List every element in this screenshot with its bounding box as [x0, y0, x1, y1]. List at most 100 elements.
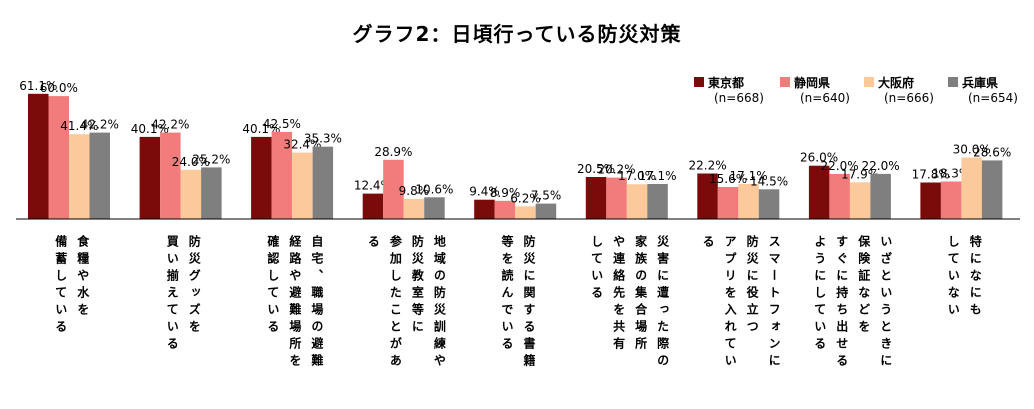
data-label: 17.9%	[841, 167, 879, 181]
bar	[849, 182, 871, 219]
bar	[139, 136, 161, 219]
data-label: 28.9%	[374, 145, 412, 159]
legend-item: 兵庫県 (n=654)	[948, 74, 1034, 108]
category-label: いざというときに 保険証などを すぐに持ち出せる ようにしている	[812, 235, 893, 371]
legend-item: 東京都 (n=668)	[694, 74, 784, 108]
category-label: スマートフォンに 防災に役立つ アプリを入れてい る	[701, 235, 782, 371]
bar	[758, 189, 780, 219]
data-label: 35.3%	[304, 132, 342, 146]
bar	[829, 173, 850, 219]
bar	[383, 159, 404, 219]
bar	[920, 182, 941, 219]
data-label: 7.5%	[531, 189, 562, 203]
bar	[626, 184, 648, 219]
legend-swatch	[948, 77, 958, 87]
data-label: 42.2%	[81, 118, 119, 132]
bar	[647, 184, 668, 219]
legend-sample-size: (n=654)	[968, 91, 1018, 105]
legend-sample-size: (n=666)	[884, 91, 934, 105]
data-label: 18.3%	[932, 167, 970, 181]
legend-item: 大阪府 (n=666)	[864, 74, 954, 108]
data-label: 9.8%	[399, 184, 430, 198]
legend-sample-size: (n=640)	[800, 91, 850, 105]
category-label: 食糧や水を 備蓄している	[53, 235, 90, 337]
chart-title: グラフ2：日頃行っている防災対策	[352, 22, 682, 46]
bar	[180, 169, 202, 219]
category-label: 自宅、職場の避難 経路や避難場所を 確認している	[265, 235, 324, 371]
category-label: 災害に遭った際の 家族の集合場所 や連絡先を共有 している	[589, 235, 670, 371]
bar	[535, 203, 557, 219]
data-label: 20.5%	[577, 162, 615, 176]
bar	[494, 200, 516, 219]
bar	[424, 197, 445, 219]
data-label: 14.5%	[750, 174, 788, 188]
bar	[940, 181, 962, 219]
data-label: 30.0%	[953, 143, 991, 157]
bar	[292, 152, 313, 219]
data-label: 22.0%	[821, 159, 859, 173]
data-label: 10.6%	[415, 182, 453, 196]
data-label: 8.9%	[490, 186, 521, 200]
data-label: 60.0%	[40, 81, 78, 95]
legend-swatch	[780, 77, 790, 87]
bar	[697, 173, 718, 219]
data-label: 17.8%	[912, 168, 950, 182]
bar	[870, 173, 891, 219]
legend: 東京都 (n=668) 静岡県 (n=640) 大阪府 (n=666) 兵庫県 (n=654)	[694, 74, 1024, 108]
data-label: 26.0%	[800, 151, 838, 165]
legend-label: 大阪府	[878, 76, 915, 90]
bar	[251, 136, 272, 219]
data-label: 17.1%	[730, 169, 768, 183]
legend-swatch	[694, 77, 704, 87]
data-label: 12.4%	[354, 179, 392, 193]
data-label: 32.4%	[283, 138, 321, 152]
data-label: 42.5%	[263, 117, 301, 131]
bar	[201, 167, 222, 219]
bar	[981, 160, 1003, 219]
legend-label: 兵庫県	[962, 76, 999, 90]
data-label: 9.4%	[469, 185, 500, 199]
category-label: 防災グッズを 買い揃えている	[165, 235, 202, 354]
bar	[738, 184, 759, 219]
data-label: 28.6%	[973, 145, 1011, 159]
data-label: 6.2%	[510, 191, 541, 205]
category-label: 地域の防災訓練や 防災教室等に 参加したことがあ る	[366, 235, 447, 371]
bar	[271, 131, 293, 219]
data-label: 61.1%	[19, 79, 57, 93]
bar	[403, 198, 425, 219]
data-label: 17.0%	[618, 169, 656, 183]
bar	[69, 134, 90, 219]
data-label: 41.4%	[60, 119, 98, 133]
legend-item: 静岡県 (n=640)	[780, 74, 870, 108]
legend-label: 東京都	[708, 76, 745, 90]
data-label: 40.1%	[131, 122, 169, 136]
bar	[362, 193, 384, 219]
legend-sample-size: (n=668)	[714, 91, 764, 105]
category-label: 防災に関する書籍 等を読んでいる	[500, 235, 536, 371]
bar	[515, 206, 536, 219]
bar	[961, 157, 982, 219]
data-label: 17.1%	[638, 169, 676, 183]
bar	[160, 132, 181, 219]
legend-label: 静岡県	[794, 76, 831, 90]
bar	[89, 132, 110, 219]
legend-swatch	[864, 77, 874, 87]
data-label: 40.1%	[242, 122, 280, 136]
data-label: 15.6%	[709, 172, 747, 186]
data-label: 22.2%	[689, 159, 727, 173]
bar	[808, 165, 830, 219]
bar	[585, 177, 607, 219]
bar	[28, 93, 49, 219]
bar	[717, 187, 739, 219]
data-label: 20.2%	[597, 163, 635, 177]
data-label: 25.2%	[192, 152, 230, 166]
bar	[474, 199, 495, 219]
category-label: 特になにも していない	[946, 235, 983, 320]
data-label: 24.0%	[172, 155, 210, 169]
bar	[48, 96, 69, 219]
bar	[606, 177, 627, 219]
bar	[312, 146, 334, 219]
data-label: 22.0%	[862, 159, 900, 173]
data-label: 42.2%	[151, 118, 189, 132]
